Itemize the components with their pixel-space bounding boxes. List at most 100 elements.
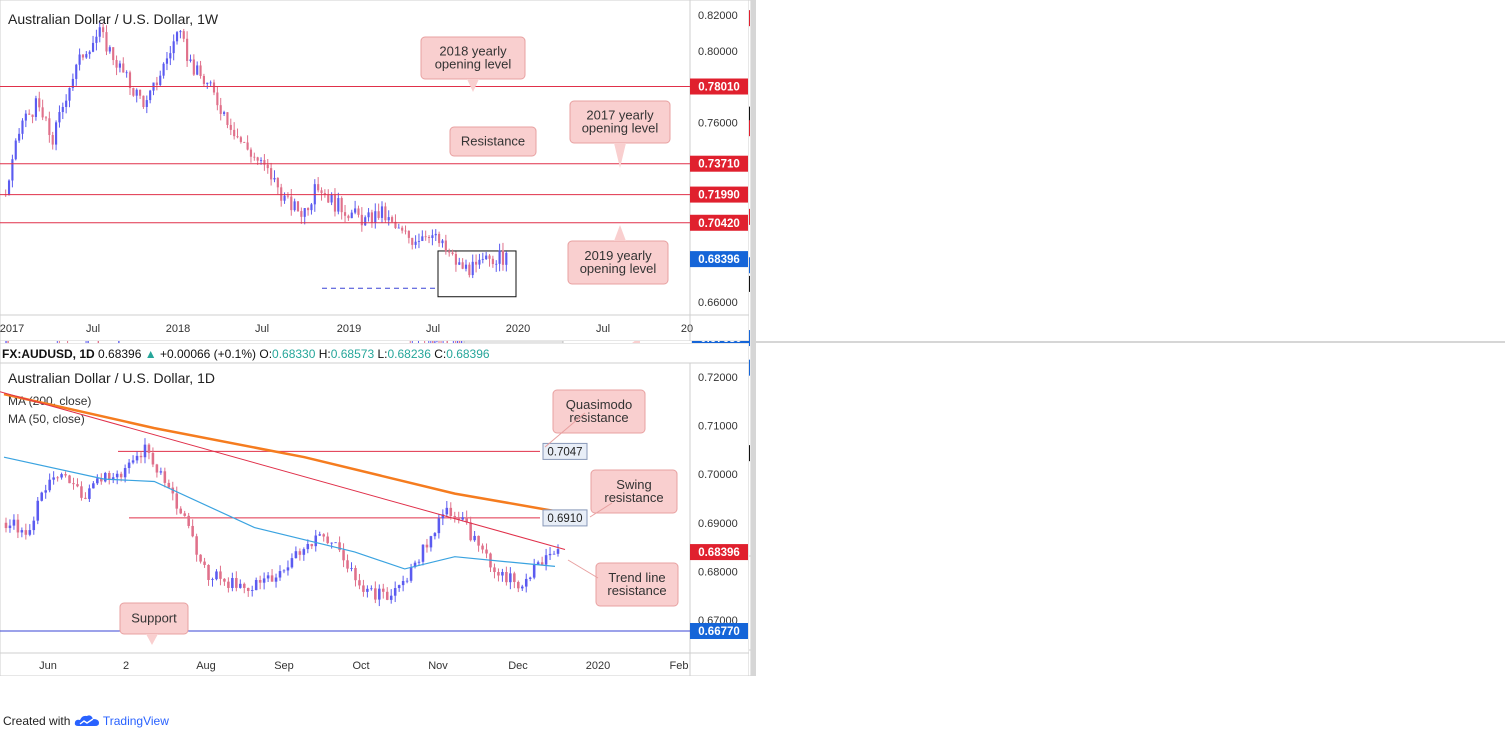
w1-candle <box>139 89 142 96</box>
d1-candle <box>119 473 123 478</box>
d1-candle <box>528 577 532 579</box>
w1-candle <box>360 214 363 226</box>
d1-candle <box>286 567 290 571</box>
w1-candle <box>48 118 51 136</box>
d1-candle <box>421 544 425 562</box>
d1-candle <box>322 534 325 537</box>
w1-candle <box>471 261 474 276</box>
w1-candle <box>280 187 283 201</box>
daily-y-tick: 0.70000 <box>698 469 738 481</box>
daily-label-6910-text: 0.6910 <box>547 513 582 525</box>
d1-candle <box>366 588 369 592</box>
w1-candle <box>169 53 172 59</box>
w1-candle <box>485 255 488 260</box>
d1-candle <box>199 554 202 562</box>
daily-label-7047-text: 0.7047 <box>547 446 582 458</box>
weekly-y-tick: 0.80000 <box>698 46 738 58</box>
daily-chart-title: Australian Dollar / U.S. Dollar, 1D <box>8 370 215 386</box>
w1-candle <box>387 217 390 221</box>
w1-candle <box>364 217 367 226</box>
d1-candle <box>382 588 385 592</box>
d1-candle <box>60 474 63 478</box>
d1-candle <box>548 553 552 556</box>
d1-candle <box>155 464 159 473</box>
d1-candle <box>123 468 127 478</box>
weekly-tag-0.70420-text: 0.70420 <box>698 218 740 230</box>
tradingview-brand[interactable]: TradingView <box>102 714 169 728</box>
d1-candle <box>385 591 389 600</box>
d1-candle <box>270 575 274 582</box>
w1-candle <box>115 60 118 68</box>
d1-candle <box>493 567 496 573</box>
w1-candle <box>202 75 205 84</box>
w1-candle <box>128 72 132 89</box>
d1-candle <box>453 515 457 518</box>
weekly-tag-0.78010-bg <box>690 78 748 95</box>
note-trendline-resistance-text: resistance <box>607 583 666 598</box>
d1-candle <box>521 586 524 589</box>
w1-candle <box>380 206 384 218</box>
d1-candle <box>76 484 79 487</box>
weekly-x-tick: Jul <box>596 323 610 335</box>
weekly-y-tick: 0.66000 <box>698 297 738 309</box>
d1-candle <box>179 508 182 514</box>
w1-candle <box>21 120 24 134</box>
trend-line-resistance <box>0 391 566 550</box>
w1-candle <box>370 212 373 223</box>
d1-candle <box>4 522 8 529</box>
d1-candle <box>36 500 40 521</box>
d1-candle <box>207 564 210 580</box>
d1-candle <box>477 535 480 546</box>
d1-candle <box>302 549 306 555</box>
w1-candle <box>337 198 340 212</box>
w1-candle <box>159 75 162 86</box>
weekly-candlestick-chart[interactable]: Australian Dollar / U.S. Dollar, 1W 0.820… <box>0 0 749 341</box>
w1-candle <box>212 82 216 93</box>
weekly-tag-0.68396-bg <box>690 251 748 268</box>
w1-candle <box>475 261 478 265</box>
w1-candle <box>78 54 81 65</box>
w1-candle <box>478 259 481 265</box>
panel-divider[interactable] <box>751 0 756 676</box>
w1-candle <box>226 112 229 125</box>
d1-candle <box>175 493 179 509</box>
w1-candle <box>501 250 505 265</box>
w1-candle <box>24 113 27 121</box>
weekly-chart-panel[interactable]: Australian Dollar / U.S. Dollar, 1W 0.820… <box>0 0 749 341</box>
ma200-legend: MA (200, close) <box>8 394 91 408</box>
w1-candle <box>18 133 21 141</box>
w1-candle <box>88 51 91 55</box>
w1-candle <box>505 252 508 265</box>
d1-candle <box>393 588 397 596</box>
w1-candle <box>233 129 236 137</box>
w1-candle <box>209 82 212 84</box>
d1-candle <box>48 479 51 491</box>
note-2019-opening-text: opening level <box>580 261 657 276</box>
created-with-credit: Created with TradingView <box>3 714 169 728</box>
daily-x-tick: 2020 <box>586 660 610 672</box>
d1-candle <box>282 570 286 572</box>
note-swing-resistance-text: Swing <box>616 477 651 492</box>
weekly-tag-0.73710-bg <box>690 155 748 172</box>
panel-divider-horizontal[interactable] <box>756 341 1505 343</box>
w1-candle <box>300 211 303 217</box>
weekly-x-tick: Jul <box>255 323 269 335</box>
d1-candle <box>505 572 508 583</box>
w1-candle <box>108 47 111 52</box>
w1-candle <box>468 264 471 276</box>
w1-candle <box>165 58 169 64</box>
pointer-daily-support <box>146 634 158 645</box>
w1-candle <box>95 36 98 43</box>
d1-candle <box>465 517 468 523</box>
w1-candle <box>196 65 199 75</box>
daily-candlestick-chart[interactable]: FX:AUDUSD, 1D 0.68396 ▲ +0.00066 (+0.1%)… <box>0 343 749 676</box>
daily-chart-panel[interactable]: FX:AUDUSD, 1D 0.68396 ▲ +0.00066 (+0.1%)… <box>0 343 749 676</box>
d1-candle <box>139 455 143 458</box>
d1-candle <box>501 572 504 576</box>
note-qm-resistance-text: Quasimodo <box>566 397 632 412</box>
w1-candle <box>81 54 85 58</box>
d1-candle <box>338 542 341 551</box>
d1-candle <box>552 553 556 555</box>
